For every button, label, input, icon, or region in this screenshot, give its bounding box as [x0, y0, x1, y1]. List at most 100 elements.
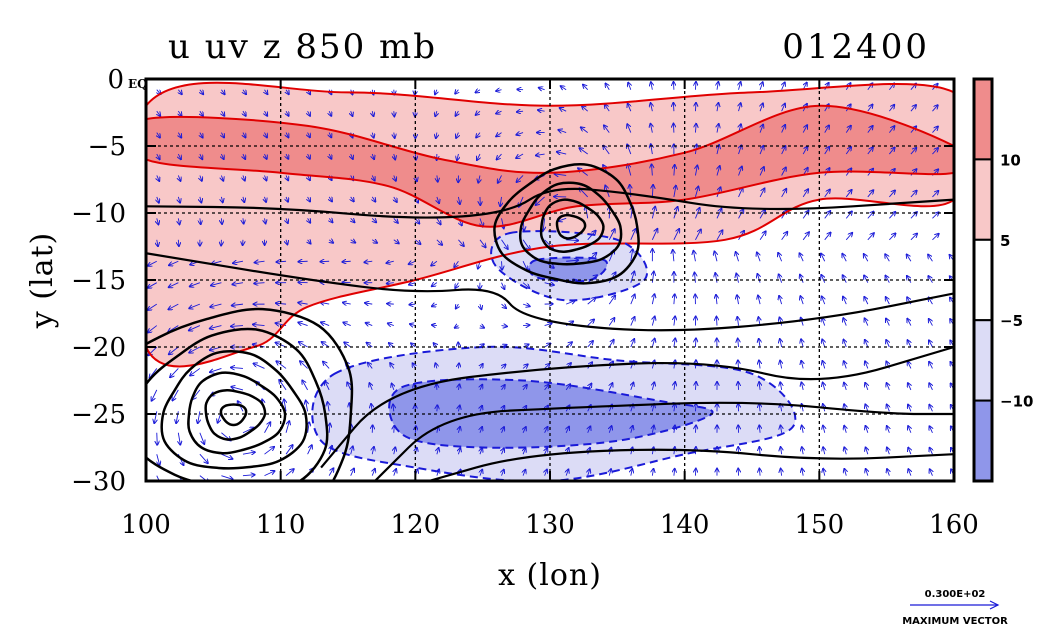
wind-vector	[286, 90, 289, 94]
wind-vector	[178, 196, 180, 203]
u-contour-negative	[311, 345, 797, 481]
x-tick-label: 110	[256, 510, 306, 540]
z-contour	[539, 198, 605, 253]
wind-vector	[364, 261, 373, 262]
wind-vector	[781, 168, 786, 176]
wind-vector	[178, 110, 181, 116]
wind-vector	[910, 148, 916, 155]
wind-vector	[887, 448, 889, 455]
wind-vector	[190, 368, 201, 375]
wind-vector	[544, 364, 550, 369]
time-label: 012400	[782, 27, 930, 67]
y-tick-label: −5	[88, 132, 126, 162]
wind-vector	[394, 111, 395, 116]
wind-vector	[609, 426, 611, 433]
wind-vector	[800, 275, 803, 283]
wind-vector	[865, 383, 868, 391]
z-contour	[374, 401, 954, 481]
wind-vector	[608, 229, 615, 241]
wind-vector	[822, 339, 824, 348]
colorbar-label: 5	[1000, 232, 1010, 250]
wind-vector	[221, 132, 224, 138]
wind-vector	[265, 218, 266, 223]
colorbar-swatch	[973, 399, 993, 483]
wind-vector	[910, 234, 917, 241]
wind-vector	[497, 153, 502, 159]
wind-vector	[781, 426, 782, 433]
colorbar-swatch	[973, 238, 993, 322]
wind-vector	[242, 452, 255, 454]
wind-vector	[351, 218, 355, 222]
wind-vector	[695, 124, 696, 133]
wind-vector	[779, 274, 782, 283]
wind-vector	[674, 316, 675, 326]
wind-vector	[716, 317, 717, 326]
wind-vector	[558, 130, 567, 133]
wind-vector	[885, 254, 890, 262]
wind-vector	[780, 317, 782, 326]
wind-vector	[536, 154, 545, 155]
wind-vector	[368, 363, 373, 369]
wind-vector	[823, 426, 825, 433]
wind-vector	[243, 175, 245, 180]
wind-vector	[929, 340, 933, 348]
wind-vector	[516, 153, 524, 158]
wind-vector	[907, 319, 911, 326]
wind-vector	[545, 448, 548, 455]
wind-vector	[323, 362, 330, 369]
wind-vector	[432, 283, 438, 287]
wind-vector	[545, 385, 549, 391]
wind-vector	[652, 382, 654, 390]
wind-vector	[781, 447, 782, 455]
wind-vector	[802, 125, 807, 133]
wind-vector	[189, 346, 201, 353]
wind-vector	[523, 385, 527, 391]
colorbar-swatch	[973, 78, 993, 161]
wind-vector	[908, 362, 911, 369]
wind-vector	[932, 234, 938, 241]
wind-vector	[821, 275, 824, 283]
wind-vector	[910, 126, 916, 133]
wind-vector	[308, 240, 311, 244]
wind-vector	[264, 422, 271, 433]
wind-vector	[757, 274, 760, 283]
wind-vector	[929, 405, 932, 412]
wind-vector	[545, 427, 548, 433]
wind-vector	[454, 260, 459, 267]
u-contour-positive	[146, 104, 954, 228]
wind-vector	[778, 253, 783, 262]
wind-vector	[759, 167, 764, 176]
wind-vector	[300, 361, 308, 369]
wind-vector	[522, 282, 529, 288]
wind-vector	[910, 105, 916, 112]
wind-vector	[351, 469, 354, 476]
wind-vector	[603, 146, 610, 155]
wind-vector	[264, 471, 275, 477]
wind-vector	[908, 426, 911, 433]
wind-vector	[866, 469, 868, 476]
wind-vector	[306, 401, 308, 412]
wind-vector	[928, 276, 933, 283]
colorbar-swatch	[973, 319, 993, 402]
wind-vector	[189, 325, 201, 331]
wind-vector	[544, 323, 552, 325]
wind-vector	[842, 254, 847, 262]
wind-vector	[865, 404, 867, 412]
wind-vector	[265, 175, 267, 180]
wind-vector	[415, 239, 420, 244]
wind-vector	[781, 146, 786, 155]
wind-vector	[652, 317, 654, 326]
wind-vector	[231, 326, 243, 327]
wind-vector	[538, 110, 545, 111]
wind-vector	[802, 469, 803, 476]
wind-vector	[435, 363, 436, 369]
wind-vector	[932, 127, 937, 133]
wind-vector	[889, 105, 894, 112]
wind-vector	[932, 191, 938, 198]
wind-vector	[480, 364, 483, 368]
wind-vector	[652, 361, 654, 369]
wind-vector	[411, 343, 415, 347]
wind-vector	[560, 108, 567, 111]
wind-vector	[372, 153, 374, 159]
wind-vector	[409, 283, 416, 285]
